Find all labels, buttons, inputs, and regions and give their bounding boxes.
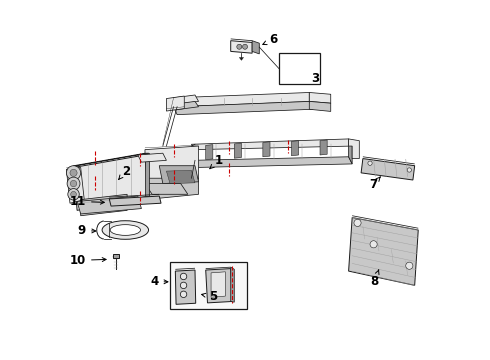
Polygon shape bbox=[231, 41, 252, 53]
Circle shape bbox=[368, 161, 372, 165]
Ellipse shape bbox=[113, 255, 119, 258]
Text: 11: 11 bbox=[70, 195, 104, 208]
Circle shape bbox=[354, 219, 361, 226]
Circle shape bbox=[406, 262, 413, 269]
Polygon shape bbox=[167, 107, 184, 109]
Bar bbox=[279, 53, 320, 84]
Polygon shape bbox=[309, 102, 331, 111]
Circle shape bbox=[237, 44, 242, 49]
Ellipse shape bbox=[117, 191, 127, 196]
Polygon shape bbox=[309, 93, 331, 103]
Polygon shape bbox=[113, 254, 119, 258]
Ellipse shape bbox=[145, 191, 156, 196]
Polygon shape bbox=[167, 170, 195, 184]
Polygon shape bbox=[348, 139, 352, 164]
Circle shape bbox=[243, 44, 247, 49]
Circle shape bbox=[67, 177, 80, 190]
Polygon shape bbox=[145, 178, 198, 200]
Text: 7: 7 bbox=[369, 177, 380, 191]
Polygon shape bbox=[192, 139, 352, 150]
Circle shape bbox=[180, 291, 187, 297]
Text: 10: 10 bbox=[70, 254, 106, 267]
Bar bbox=[170, 262, 247, 309]
Text: 9: 9 bbox=[78, 224, 96, 237]
Polygon shape bbox=[309, 93, 313, 109]
Polygon shape bbox=[206, 267, 231, 269]
Text: 8: 8 bbox=[370, 270, 379, 288]
Polygon shape bbox=[159, 166, 198, 184]
Polygon shape bbox=[292, 141, 298, 156]
Polygon shape bbox=[231, 39, 252, 41]
Polygon shape bbox=[206, 269, 232, 303]
Ellipse shape bbox=[102, 221, 148, 239]
Text: 2: 2 bbox=[119, 165, 130, 179]
Polygon shape bbox=[167, 96, 184, 111]
Polygon shape bbox=[77, 196, 142, 214]
Polygon shape bbox=[363, 157, 415, 164]
Polygon shape bbox=[81, 194, 127, 216]
Polygon shape bbox=[109, 196, 161, 206]
Polygon shape bbox=[74, 155, 148, 210]
Polygon shape bbox=[361, 158, 415, 180]
Polygon shape bbox=[66, 166, 81, 167]
Polygon shape bbox=[320, 140, 327, 155]
Circle shape bbox=[180, 273, 187, 280]
Circle shape bbox=[66, 166, 81, 180]
Polygon shape bbox=[348, 217, 418, 285]
Polygon shape bbox=[352, 216, 418, 228]
Polygon shape bbox=[138, 153, 167, 162]
Polygon shape bbox=[173, 93, 313, 107]
Circle shape bbox=[370, 241, 377, 248]
Text: 6: 6 bbox=[263, 33, 277, 46]
Circle shape bbox=[180, 282, 187, 289]
Polygon shape bbox=[175, 268, 195, 269]
Polygon shape bbox=[231, 267, 234, 302]
Ellipse shape bbox=[110, 225, 141, 235]
Circle shape bbox=[71, 192, 76, 197]
Polygon shape bbox=[239, 58, 244, 60]
Polygon shape bbox=[173, 102, 313, 114]
Polygon shape bbox=[109, 194, 159, 197]
Polygon shape bbox=[263, 142, 270, 157]
Polygon shape bbox=[252, 41, 259, 54]
Circle shape bbox=[407, 168, 412, 172]
Polygon shape bbox=[145, 145, 198, 148]
Polygon shape bbox=[145, 146, 198, 184]
Polygon shape bbox=[192, 157, 352, 167]
Polygon shape bbox=[175, 270, 196, 304]
Text: 3: 3 bbox=[311, 72, 319, 85]
Text: 1: 1 bbox=[210, 154, 223, 169]
Polygon shape bbox=[145, 153, 148, 196]
Polygon shape bbox=[74, 153, 148, 166]
Polygon shape bbox=[211, 272, 225, 297]
Text: 5: 5 bbox=[201, 290, 217, 303]
Circle shape bbox=[70, 169, 77, 176]
Polygon shape bbox=[173, 102, 198, 110]
Circle shape bbox=[68, 189, 79, 200]
Polygon shape bbox=[206, 145, 213, 159]
Polygon shape bbox=[234, 143, 242, 158]
Text: 4: 4 bbox=[150, 275, 168, 288]
Circle shape bbox=[71, 180, 77, 187]
Polygon shape bbox=[145, 184, 188, 194]
Polygon shape bbox=[348, 139, 359, 158]
Polygon shape bbox=[173, 95, 198, 104]
Polygon shape bbox=[66, 167, 84, 203]
Ellipse shape bbox=[131, 191, 142, 196]
